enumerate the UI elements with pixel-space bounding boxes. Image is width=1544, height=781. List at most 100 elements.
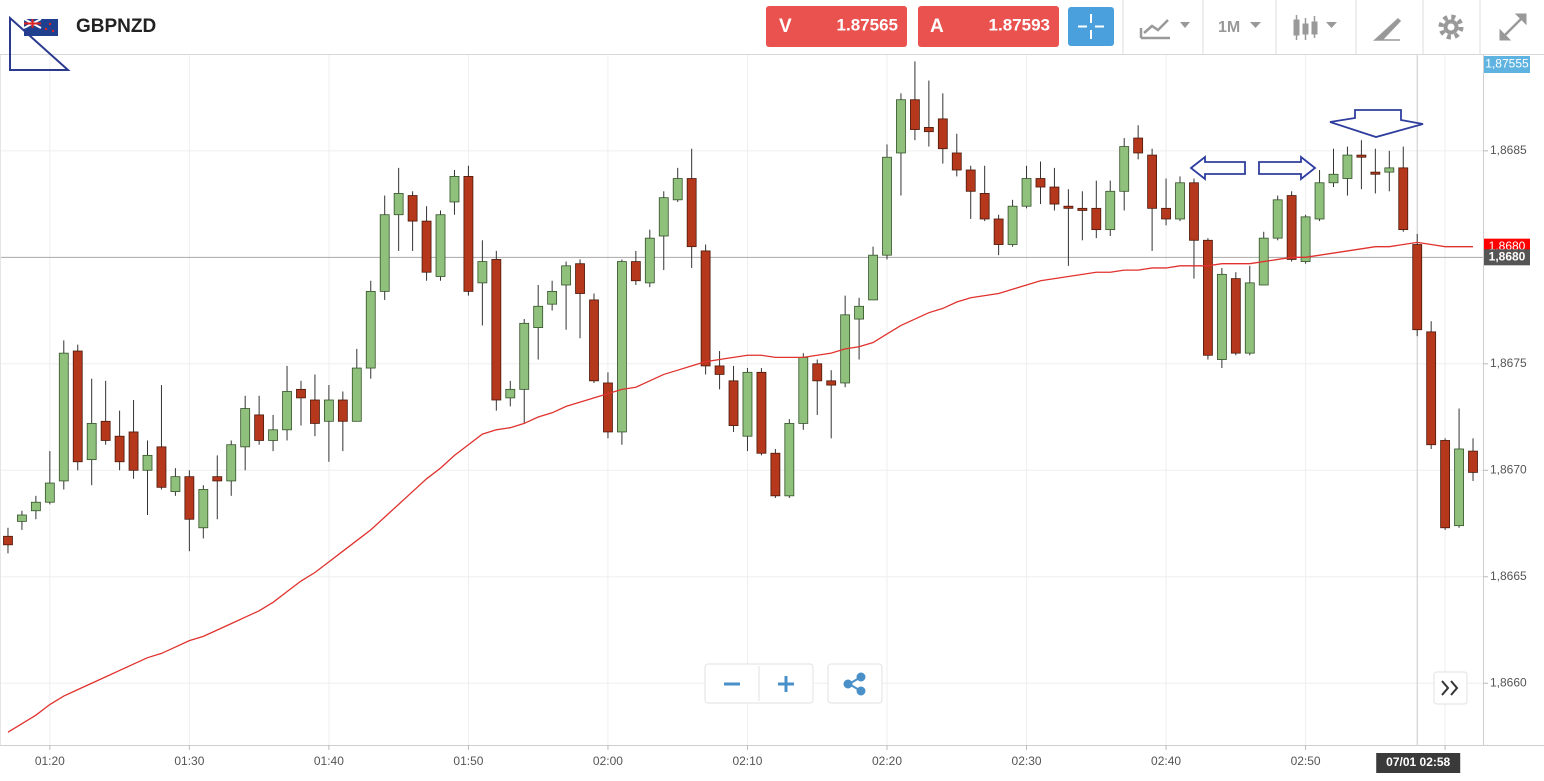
bid-tag — [1484, 56, 1530, 73]
candle-body — [784, 423, 795, 497]
toolbar-separators — [1122, 0, 1481, 54]
candle-body — [1342, 154, 1353, 179]
y-tick-label: 1,8675 — [1490, 356, 1527, 370]
candle-body — [310, 399, 320, 424]
candle-body — [1133, 137, 1144, 154]
candle-body — [1119, 146, 1130, 192]
candle-body — [128, 431, 139, 471]
candle-body — [770, 452, 781, 497]
candle-body — [896, 99, 906, 154]
candle-body — [58, 352, 69, 482]
candle-body — [379, 214, 390, 292]
candle-body — [617, 261, 627, 433]
candle-body — [212, 476, 223, 482]
sell-price: 1.87565 — [837, 15, 898, 34]
candle-body — [854, 305, 864, 320]
share-button[interactable] — [843, 672, 866, 696]
candle-body — [965, 169, 976, 192]
candle-body — [672, 178, 683, 201]
candle-body — [226, 444, 237, 482]
crosshair-time-label: 07/01 02:58 — [1386, 755, 1450, 769]
candle-body — [44, 482, 55, 503]
sell-button[interactable] — [766, 6, 907, 47]
candle-body — [1147, 154, 1158, 209]
candle-body — [393, 193, 404, 216]
x-tick-label: 02:30 — [1012, 754, 1042, 768]
candle-body — [714, 365, 725, 375]
candle-body — [1384, 167, 1395, 173]
candle-body — [658, 197, 669, 237]
candle-body — [170, 476, 181, 492]
candle-body — [1021, 178, 1032, 207]
candle-body — [365, 290, 376, 369]
candle-body — [114, 435, 125, 463]
candle-body — [547, 290, 558, 305]
drawing-button[interactable] — [1373, 17, 1402, 41]
candle-body — [1356, 154, 1367, 158]
candle-type-button[interactable] — [1293, 15, 1337, 40]
fullscreen-button[interactable] — [1499, 13, 1527, 41]
candle-body — [1328, 173, 1339, 184]
zoom-in-button[interactable] — [778, 676, 794, 692]
candle-body — [826, 380, 837, 386]
buy-button[interactable] — [918, 6, 1059, 47]
candle-body — [882, 156, 892, 256]
candle-body — [700, 250, 711, 367]
candle-body — [477, 261, 488, 284]
corner-triangle — [9, 15, 71, 71]
candle-body — [435, 214, 446, 277]
chart-type-button[interactable] — [1139, 19, 1190, 40]
candle-body — [337, 399, 348, 422]
candle-body — [1300, 216, 1311, 262]
candle-body — [1468, 450, 1478, 473]
candle-body — [589, 299, 599, 382]
sell-label: V — [779, 16, 792, 37]
candle-body — [728, 380, 739, 426]
x-tick-label: 02:20 — [872, 754, 902, 768]
candle-body — [798, 357, 809, 424]
crosshair-time-tag — [1376, 753, 1461, 773]
scroll-right-box — [1433, 671, 1468, 705]
candle-body — [198, 489, 209, 529]
candle-body — [756, 371, 767, 454]
crosshair-button[interactable] — [1068, 7, 1114, 46]
candle-body — [1189, 182, 1199, 241]
y-tick-label: 1,8665 — [1490, 569, 1527, 583]
candle-body — [1091, 207, 1102, 231]
candle-body — [603, 382, 613, 433]
candle-body — [1035, 178, 1046, 188]
candle-body — [491, 259, 502, 401]
x-tick-label: 01:30 — [174, 754, 204, 768]
candle-body — [3, 535, 13, 546]
candle-body — [1454, 448, 1464, 527]
candle-body — [17, 514, 27, 522]
candle-body — [519, 322, 530, 390]
candle-body — [1007, 205, 1018, 245]
candle-body — [923, 127, 934, 133]
x-tick-label: 01:20 — [35, 754, 65, 768]
plot-area: 1,8660 1,8665 1,8670 1,8675 1,8685 01:20 01:30… — [0, 55, 1544, 773]
scroll-right-button[interactable] — [1441, 680, 1459, 696]
candle-body — [449, 175, 460, 203]
candle-body — [421, 220, 432, 273]
y-tick-label: 1,8660 — [1490, 675, 1527, 689]
candle-body — [1272, 199, 1283, 239]
candle-body — [868, 254, 878, 301]
right-arrow — [1258, 155, 1317, 181]
candle-body — [1426, 331, 1437, 446]
candle-body — [505, 388, 516, 399]
settings-button[interactable] — [1438, 14, 1464, 40]
timeframe[interactable]: 1M — [1218, 19, 1240, 36]
x-tick-label: 02:40 — [1151, 754, 1181, 768]
candle-body — [630, 261, 641, 282]
candle-body — [1244, 282, 1255, 354]
buy-price: 1.87593 — [989, 15, 1050, 34]
candle-body — [240, 408, 251, 448]
x-tick-label: 02:10 — [732, 754, 762, 768]
candle-body — [268, 429, 278, 441]
candle-body — [561, 265, 571, 286]
y-tick-label: 1,8670 — [1490, 462, 1527, 476]
